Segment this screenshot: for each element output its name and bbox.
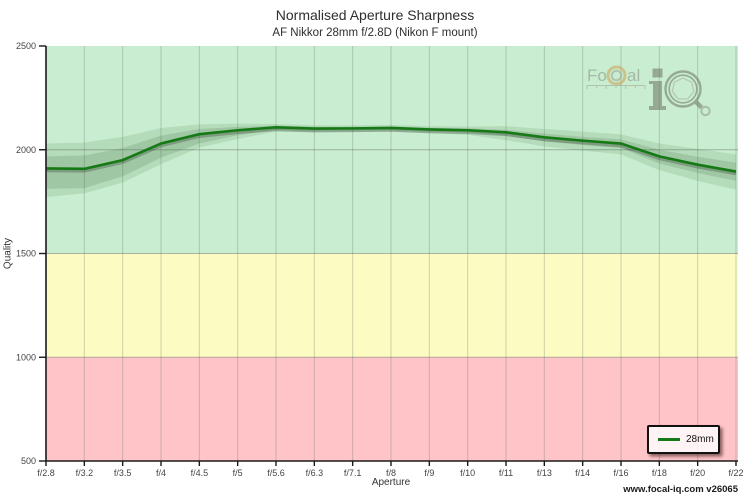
- watermark-text: www.focal-iq.com v26065: [623, 484, 738, 495]
- x-tick-label: f/16: [613, 468, 628, 478]
- x-tick-label: f/5.6: [267, 468, 285, 478]
- x-tick-label: f/18: [652, 468, 667, 478]
- chart-title: Normalised Aperture Sharpness: [275, 7, 475, 23]
- legend: 28mm: [647, 425, 720, 454]
- x-axis-ticks: f/2.8 f/3.2 f/3.5 f/4 f/4.5 f/5 f/5.6 f/6.3 f/7.…: [37, 461, 744, 478]
- y-axis-label: Quality: [2, 237, 14, 270]
- magnifier-handle-loop-icon: [700, 105, 711, 117]
- y-tick-label: 2500: [16, 41, 36, 51]
- logo-brand-suffix: al: [627, 66, 640, 85]
- y-tick-label: 2000: [16, 145, 36, 155]
- x-tick-label: f/13: [537, 468, 552, 478]
- magnifier-handle-icon: [693, 99, 704, 110]
- x-tick-label: f/2.8: [37, 468, 55, 478]
- logo-ruler-icon: [586, 85, 646, 89]
- y-tick-label: 1000: [16, 352, 36, 362]
- y-tick-label: 500: [21, 456, 36, 466]
- y-axis-ticks: 2500 2000 1500 1000 500: [16, 41, 46, 466]
- iq-i-glyph: [649, 68, 666, 110]
- y-tick-label: 1500: [16, 249, 36, 259]
- x-tick-label: f/14: [575, 468, 590, 478]
- x-tick-label: f/3.5: [114, 468, 132, 478]
- series-label: 28mm: [686, 434, 714, 445]
- x-tick-label: f/4.5: [191, 468, 209, 478]
- x-tick-label: f/3.2: [76, 468, 94, 478]
- x-tick-label: f/22: [728, 468, 743, 478]
- focal-iq-logo: Fo al: [583, 56, 728, 125]
- x-tick-label: f/6.3: [306, 468, 324, 478]
- zone-poor: [46, 357, 738, 461]
- aperture-ring-inner-icon: [610, 69, 623, 82]
- series-swatch: [658, 438, 680, 441]
- x-tick-label: f/8: [386, 468, 396, 478]
- series-line-shadow: [45, 127, 737, 176]
- x-tick-label: f/9: [424, 468, 434, 478]
- x-tick-label: f/10: [460, 468, 475, 478]
- confidence-band-inner: [46, 125, 736, 189]
- x-tick-label: f/7.1: [344, 468, 362, 478]
- series-line-28mm: [45, 126, 737, 173]
- confidence-band-outer: [46, 123, 736, 198]
- logo-brand-prefix: Fo: [587, 66, 607, 85]
- x-axis-label: Aperture: [371, 477, 411, 488]
- aperture-blades-icon: [671, 77, 695, 100]
- x-tick-label: f/4: [156, 468, 166, 478]
- x-tick-label: f/11: [499, 468, 513, 478]
- magnifier-icon: [664, 70, 711, 117]
- chart-subtitle: AF Nikkor 28mm f/2.8D (Nikon F mount): [272, 27, 478, 39]
- x-tick-label: f/5: [233, 468, 243, 478]
- aperture-ring-icon: [606, 65, 627, 86]
- x-tick-label: f/20: [690, 468, 705, 478]
- horizontal-gridlines: [46, 149, 738, 358]
- zone-average: [46, 253, 738, 358]
- vertical-gridlines: [45, 46, 737, 461]
